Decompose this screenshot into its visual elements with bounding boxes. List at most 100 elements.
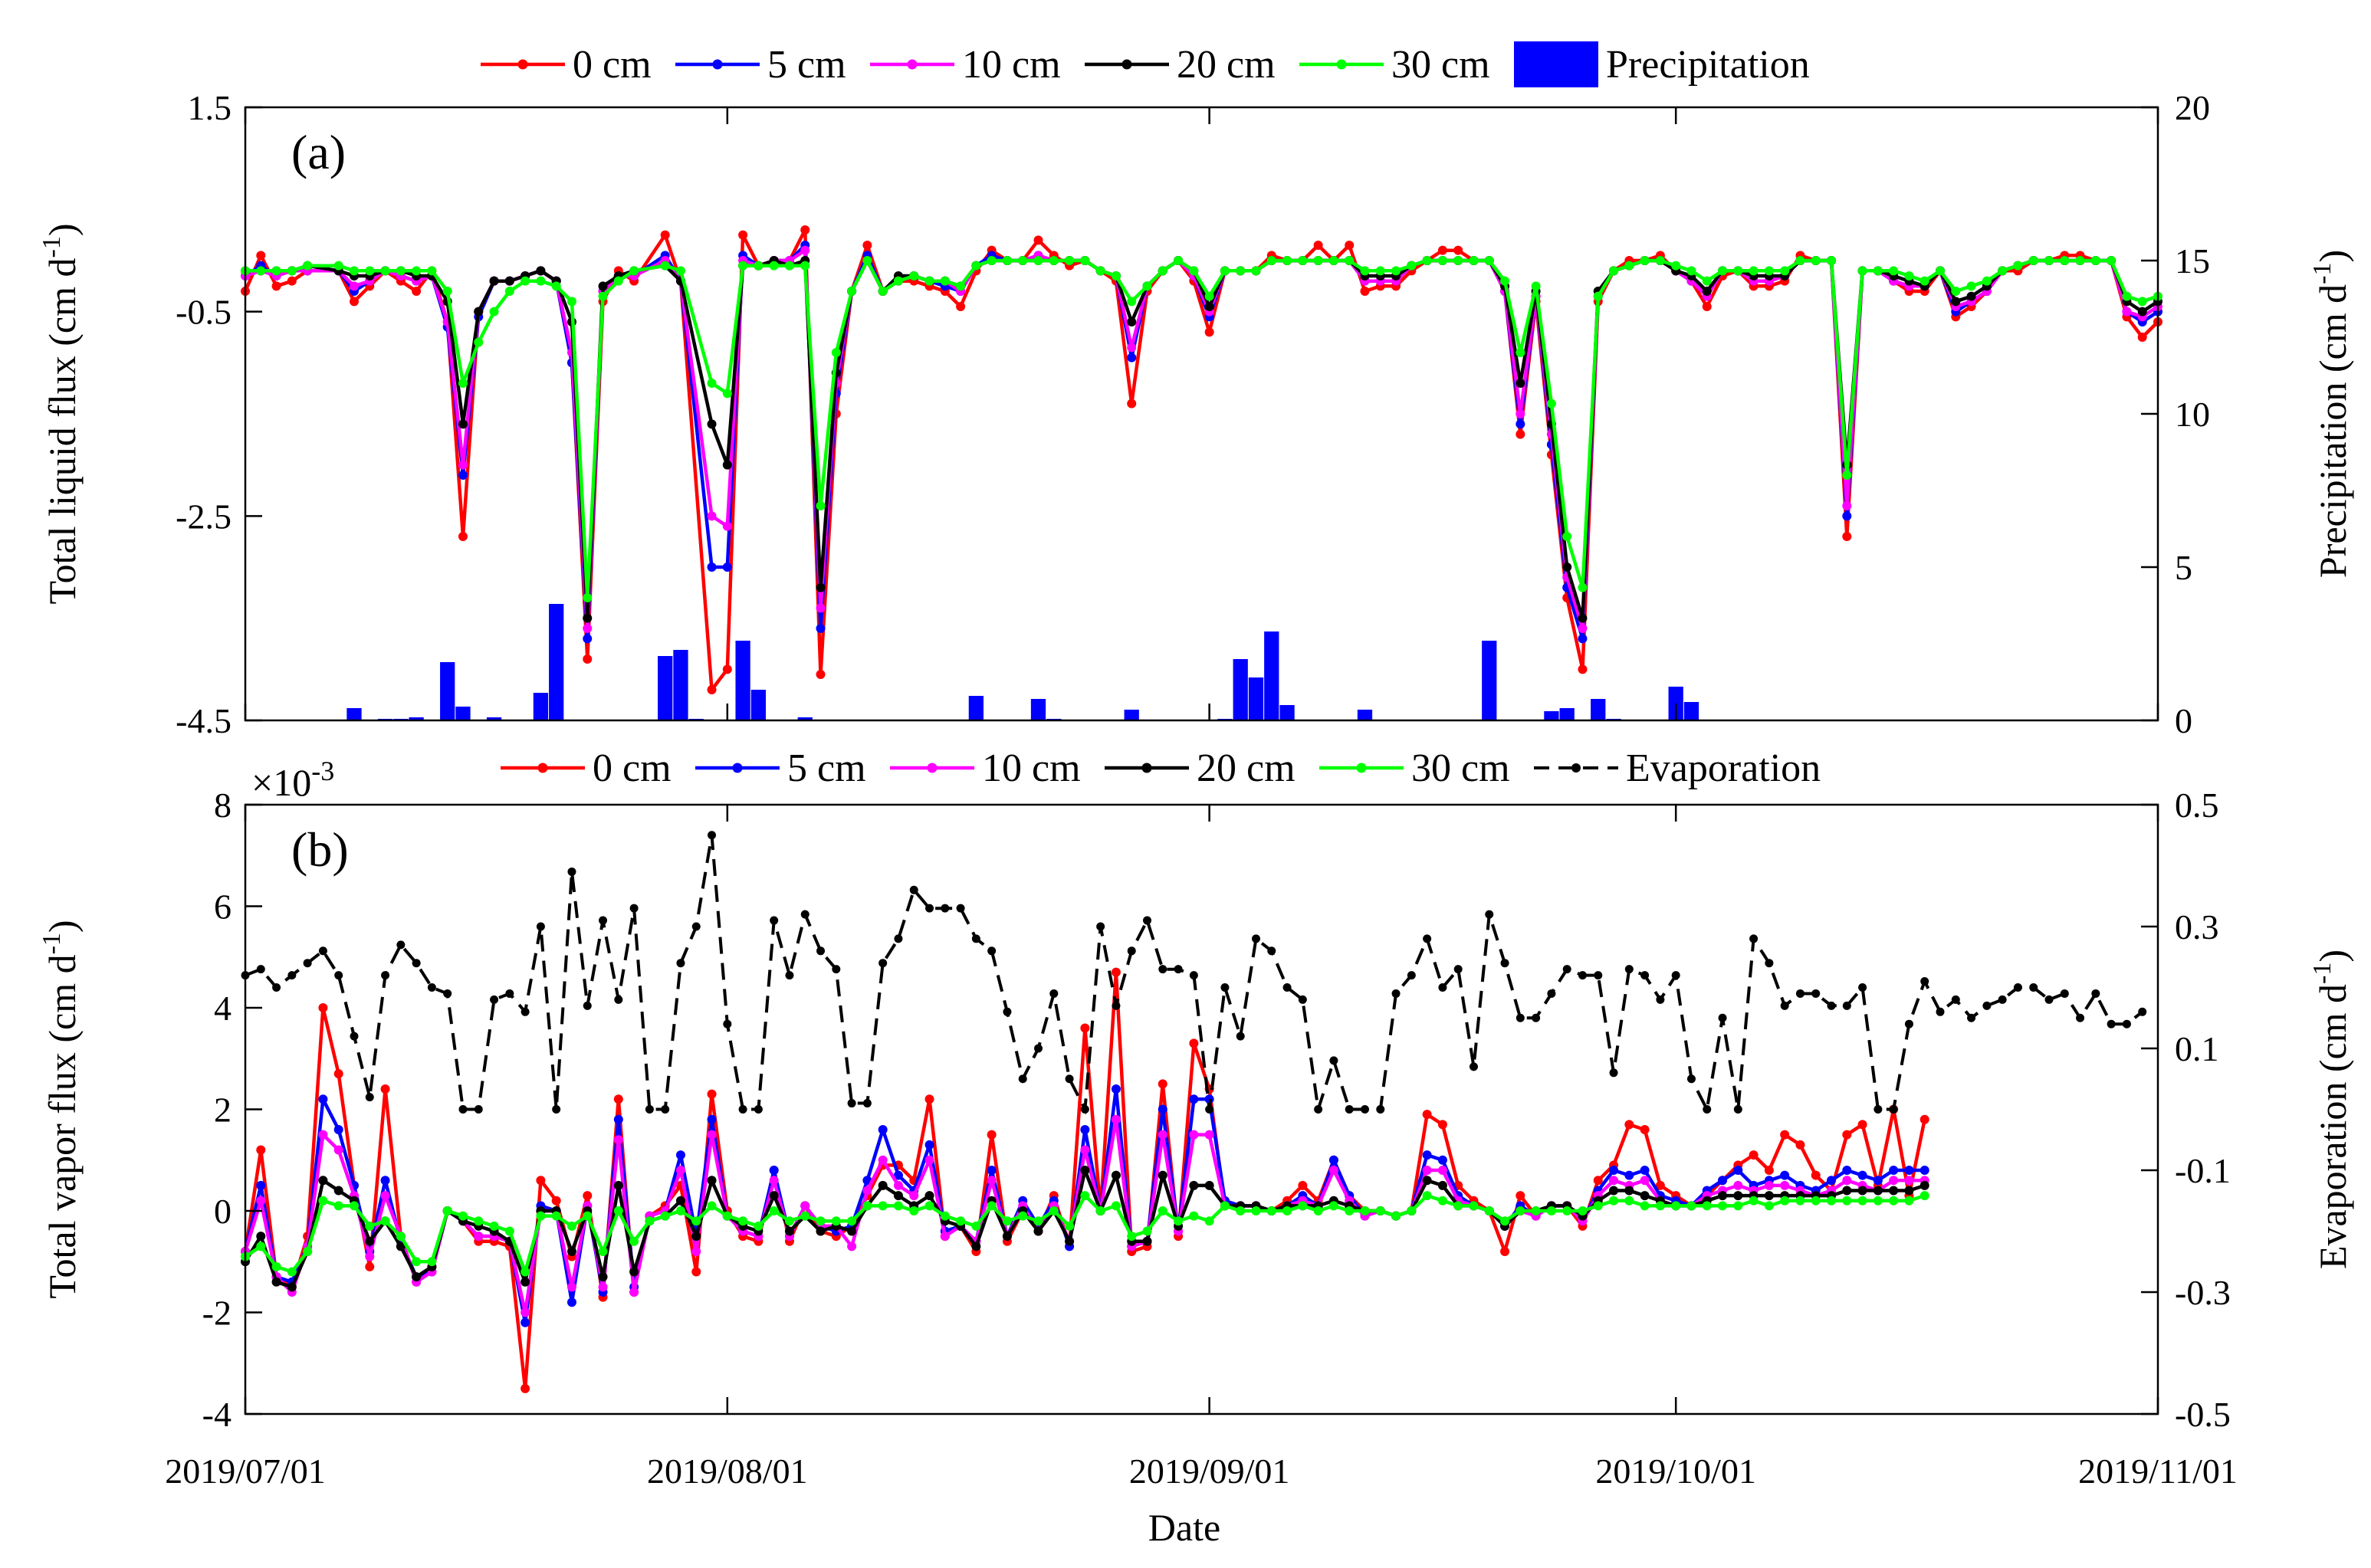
data-point: [271, 281, 281, 291]
evaporation-point: [427, 983, 436, 992]
data-point: [738, 230, 748, 240]
y-tick-label: 8: [214, 786, 232, 825]
data-point: [1609, 1186, 1619, 1196]
panel-b-vapor-flux-chart: 86420-2-40.50.30.1-0.1-0.3-0.52019/07/01…: [38, 746, 2354, 1491]
x-tick-label: 2019/07/01: [165, 1452, 326, 1491]
data-point: [1298, 256, 1308, 265]
data-point: [504, 287, 514, 296]
evaporation-point: [785, 971, 794, 980]
panel-tag: (a): [291, 125, 346, 179]
evaporation-point: [1811, 989, 1821, 998]
data-point: [566, 297, 576, 307]
data-point: [1749, 1150, 1759, 1160]
evaporation-point: [1391, 989, 1401, 998]
evaporation-point: [832, 965, 841, 974]
data-point: [629, 1288, 639, 1297]
data-point: [583, 634, 593, 644]
data-point: [1764, 1166, 1774, 1175]
data-point: [1437, 256, 1447, 265]
evaporation-point: [1112, 1001, 1121, 1010]
evaporation-point: [1407, 971, 1416, 980]
data-point: [1873, 266, 1883, 276]
data-point: [1500, 1247, 1510, 1256]
legend-entry-evaporation: Evaporation: [1534, 746, 1821, 790]
data-point: [1764, 1201, 1774, 1211]
data-point: [629, 266, 639, 276]
legend-label: 0 cm: [593, 746, 672, 790]
evaporation-point: [1578, 971, 1587, 980]
evaporation-point: [1967, 1013, 1976, 1022]
data-point: [1266, 1206, 1276, 1215]
data-point: [474, 1232, 484, 1242]
data-point: [831, 348, 841, 357]
data-point: [1873, 1186, 1883, 1196]
series-30-cm: [241, 256, 2162, 602]
data-point: [878, 1125, 888, 1134]
evaporation-point: [1749, 934, 1759, 943]
data-point: [1516, 409, 1525, 418]
data-point: [1640, 1176, 1650, 1186]
data-point: [1624, 261, 1634, 271]
data-point: [1236, 1206, 1246, 1215]
data-point: [1764, 266, 1774, 276]
data-point: [1702, 276, 1712, 286]
data-point: [1889, 1176, 1899, 1186]
evaporation-point: [303, 959, 312, 968]
legend-entry-10-cm: 10 cm: [870, 43, 1061, 87]
data-point: [707, 1176, 717, 1186]
data-point: [1500, 1216, 1510, 1226]
data-point: [271, 1261, 281, 1271]
data-point: [1889, 1166, 1899, 1175]
y-tick-label: -2.5: [176, 497, 232, 536]
data-point: [566, 1247, 576, 1256]
data-point: [1842, 1130, 1852, 1140]
data-point: [256, 251, 266, 261]
data-point: [271, 266, 281, 276]
data-point: [1174, 1216, 1184, 1226]
data-point: [349, 281, 359, 291]
evaporation-point: [862, 1099, 872, 1108]
data-point: [536, 1211, 546, 1221]
evaporation-point: [552, 1105, 561, 1114]
data-point: [318, 1003, 328, 1012]
evaporation-point: [1904, 1019, 1913, 1028]
evaporation-point: [1640, 971, 1650, 980]
data-point: [1111, 271, 1121, 280]
evaporation-point: [909, 885, 918, 894]
data-point: [1733, 1191, 1743, 1201]
data-point: [1764, 1180, 1774, 1190]
data-point: [1345, 256, 1355, 265]
evaporation-point: [521, 1007, 530, 1016]
data-point: [1904, 271, 1914, 280]
data-point: [987, 1166, 997, 1175]
data-point: [878, 1155, 888, 1165]
legend-marker: [537, 763, 548, 773]
y-tick-label: 0: [214, 1192, 232, 1231]
data-point: [1111, 967, 1121, 977]
data-point: [1686, 266, 1696, 276]
y2-tick-label: 0: [2175, 701, 2192, 740]
data-point: [862, 1201, 872, 1211]
data-point: [1842, 501, 1852, 510]
data-point: [365, 1261, 375, 1271]
evaporation-point: [1516, 1013, 1525, 1022]
evaporation-point: [847, 1099, 856, 1108]
data-point: [847, 1216, 857, 1226]
data-point: [551, 1211, 561, 1221]
data-point: [1640, 1191, 1650, 1201]
data-point: [333, 1201, 343, 1211]
data-point: [566, 1282, 576, 1292]
x-axis: 2019/07/01 2019/08/01 2019/09/01 2019/10/01…: [165, 805, 2238, 1491]
data-point: [1345, 241, 1355, 250]
data-point: [412, 287, 422, 296]
data-point: [1827, 1176, 1837, 1186]
data-point: [1189, 266, 1199, 276]
data-point: [551, 1196, 561, 1206]
data-point: [1904, 1196, 1914, 1206]
data-point: [1111, 1201, 1121, 1211]
data-point: [1111, 1084, 1121, 1094]
panel-a-liquid-flux-chart: 1.5 -0.5 -2.5 -4.5 20 15 10 5 0 (a) Total liquid f…: [38, 41, 2354, 740]
data-point: [256, 1180, 266, 1190]
evaporation-point: [1127, 946, 1136, 956]
data-point: [2137, 297, 2147, 307]
